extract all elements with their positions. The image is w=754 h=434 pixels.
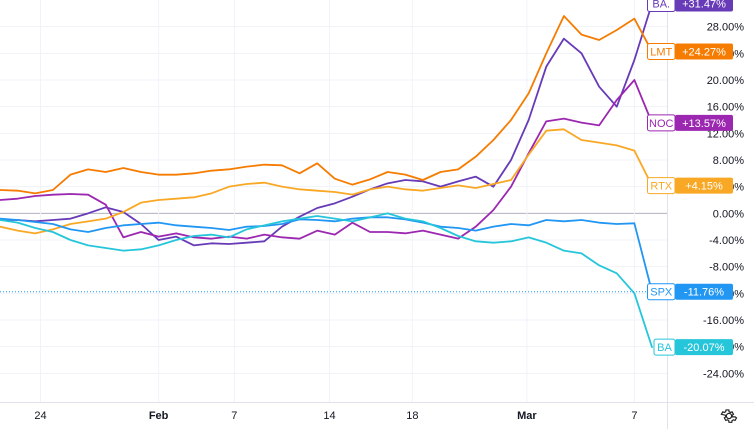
badge-value-bg bbox=[675, 114, 733, 131]
x-tick-label: Mar bbox=[517, 410, 537, 422]
series-line-lmt[interactable] bbox=[0, 15, 653, 195]
grid bbox=[0, 0, 667, 402]
badge-series-name: SPX bbox=[650, 287, 673, 299]
gear-icon bbox=[720, 409, 738, 423]
badge-value-label: +24.27% bbox=[682, 47, 726, 59]
y-tick-label: -8.00% bbox=[709, 262, 744, 274]
x-tick-label: 7 bbox=[631, 410, 637, 422]
value-badge-1: BA. +31.47% bbox=[647, 0, 733, 13]
value-badge-5: SPX -11.76% bbox=[647, 283, 733, 301]
y-tick-label: 16.00% bbox=[707, 102, 745, 114]
y-tick-label: -16.00% bbox=[703, 315, 744, 327]
badge-value-bg bbox=[675, 283, 733, 300]
series-line-ba-dot[interactable] bbox=[0, 2, 653, 247]
x-tick-label: Feb bbox=[149, 410, 169, 422]
y-tick-label: 8.00% bbox=[713, 155, 744, 167]
x-tick-label: 7 bbox=[231, 410, 237, 422]
badge-value-bg bbox=[675, 0, 733, 12]
badge-value-label: -11.76% bbox=[684, 287, 724, 299]
badge-value-bg bbox=[675, 177, 733, 194]
badge-series-name: LMT bbox=[650, 47, 672, 59]
series-line-rtx[interactable] bbox=[0, 128, 653, 235]
x-tick-label: 18 bbox=[406, 410, 418, 422]
x-tick-label: 14 bbox=[323, 410, 335, 422]
badge-value-label: +13.57% bbox=[682, 118, 726, 130]
badge-value-label: +4.15% bbox=[685, 181, 723, 193]
series-line-noc[interactable] bbox=[0, 79, 653, 240]
value-badge-3: NOC +13.57% bbox=[647, 114, 733, 132]
badge-series-name: NOC bbox=[649, 118, 674, 130]
y-tick-label: 0.00% bbox=[713, 208, 744, 220]
badge-value-bg bbox=[675, 339, 733, 356]
y-tick-label: 12.00% bbox=[707, 128, 745, 140]
badge-series-name: BA. bbox=[652, 0, 670, 11]
badge-series-name: RTX bbox=[650, 181, 672, 193]
x-tick-label: 24 bbox=[34, 410, 46, 422]
badge-value-label: -20.07% bbox=[684, 342, 725, 354]
badge-series-name: BA bbox=[657, 342, 672, 354]
y-tick-label: 20.00% bbox=[707, 75, 745, 87]
y-tick-label: -4.00% bbox=[709, 235, 744, 247]
series-line-ba[interactable] bbox=[0, 212, 653, 349]
value-badge-6: BA -20.07% bbox=[653, 338, 733, 356]
settings-button[interactable] bbox=[717, 405, 741, 427]
badge-value-bg bbox=[675, 43, 733, 60]
badge-value-label: +31.47% bbox=[682, 0, 726, 11]
value-badge-2: LMT +24.27% bbox=[647, 43, 733, 61]
value-badge-4: RTX +4.15% bbox=[647, 177, 733, 195]
series-line-spx[interactable] bbox=[0, 216, 653, 293]
series-value-labels: BA. +31.47% LMT +24.27% NOC +13.57% RTX +4.15% S… bbox=[647, 0, 733, 356]
y-tick-label: 28.00% bbox=[707, 22, 745, 34]
y-tick-label: -24.00% bbox=[703, 368, 744, 380]
series-lines bbox=[0, 2, 667, 349]
